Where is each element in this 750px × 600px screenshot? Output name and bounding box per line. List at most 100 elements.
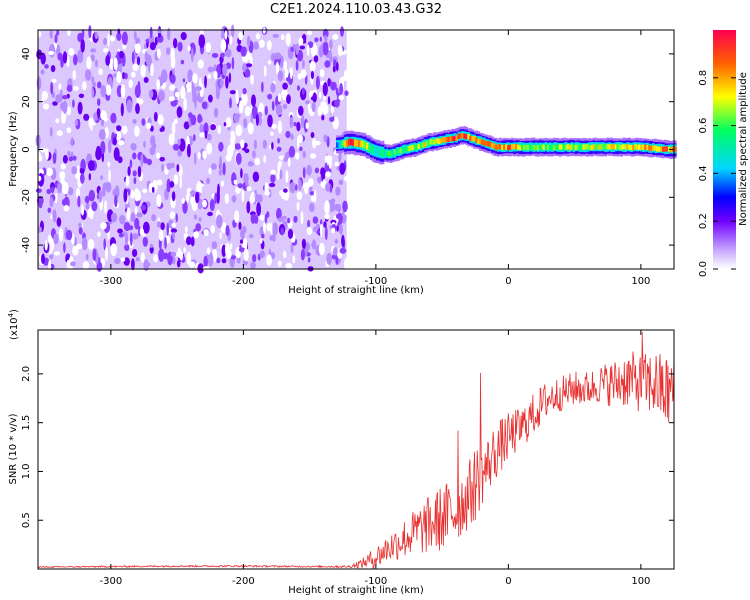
noise-speckle <box>295 43 299 55</box>
noise-speckle <box>51 78 57 84</box>
noise-speckle <box>247 122 254 135</box>
spectrogram-cell <box>634 144 637 150</box>
spectrogram-cell <box>674 146 677 152</box>
noise-speckle <box>72 86 79 91</box>
noise-speckle <box>132 170 137 177</box>
noise-speckle <box>211 241 218 250</box>
noise-speckle <box>140 64 146 78</box>
noise-speckle <box>62 154 68 164</box>
noise-speckle <box>216 257 221 264</box>
noise-speckle <box>322 96 327 101</box>
noise-speckle <box>271 142 274 150</box>
noise-speckle <box>300 248 305 261</box>
spectrogram-cell <box>507 145 510 151</box>
spectrogram-cell <box>604 144 607 150</box>
noise-speckle <box>103 37 108 46</box>
noise-speckle <box>326 252 332 265</box>
noise-speckle <box>169 211 176 219</box>
snr-scale-label: (x10 <box>9 317 20 340</box>
noise-speckle <box>88 189 96 202</box>
noise-speckle <box>102 48 109 53</box>
noise-speckle <box>84 69 92 81</box>
noise-speckle <box>57 182 62 194</box>
noise-speckle <box>66 25 71 37</box>
noise-speckle <box>110 35 115 42</box>
noise-speckle <box>124 243 130 251</box>
noise-speckle <box>332 65 336 73</box>
noise-speckle <box>77 49 84 64</box>
spectrogram-cell <box>598 144 602 150</box>
noise-speckle <box>56 130 64 136</box>
noise-speckle <box>112 137 117 146</box>
x-tick-label: 0 <box>505 576 511 587</box>
spectrogram-cell <box>427 140 431 146</box>
noise-speckle <box>83 113 90 121</box>
noise-speckle <box>46 167 53 177</box>
noise-speckle <box>225 75 229 89</box>
noise-speckle <box>323 221 327 228</box>
noise-speckle <box>298 105 304 116</box>
noise-speckle <box>295 152 300 160</box>
noise-speckle <box>130 143 137 151</box>
y-tick-label: 1.5 <box>21 415 32 431</box>
noise-speckle <box>159 156 165 162</box>
noise-speckle <box>193 214 198 220</box>
noise-speckle <box>324 213 330 220</box>
snr-scale-exponent: 4 <box>7 312 15 317</box>
spectrogram-cell <box>483 140 486 146</box>
noise-speckle <box>190 48 194 63</box>
spectrogram-cell <box>356 140 359 147</box>
spectrogram-cell <box>409 145 413 151</box>
spectrogram-cell <box>491 143 494 149</box>
noise-speckle <box>98 189 103 203</box>
noise-speckle <box>223 122 227 127</box>
x-tick-label: -200 <box>232 276 255 287</box>
spectrogram-cell <box>336 142 339 148</box>
noise-speckle <box>292 255 296 264</box>
noise-speckle <box>231 131 236 143</box>
noise-speckle <box>322 82 328 97</box>
noise-speckle <box>285 130 291 139</box>
noise-speckle <box>297 73 303 80</box>
noise-speckle <box>245 180 249 187</box>
spectrogram-cell <box>407 146 411 152</box>
spectrogram-cell <box>638 144 641 150</box>
spectrogram-cell <box>385 150 389 156</box>
colorbar-tick-label: 0.6 <box>698 118 709 134</box>
spectrogram-cell <box>411 144 415 150</box>
noise-speckle <box>321 114 325 121</box>
noise-speckle <box>330 104 334 116</box>
noise-speckle <box>225 117 232 128</box>
noise-speckle <box>267 60 272 65</box>
noise-speckle <box>70 136 74 147</box>
spectrogram-cell <box>479 138 482 144</box>
noise-speckle <box>310 153 317 159</box>
noise-speckle <box>146 122 152 130</box>
noise-speckle <box>103 238 106 251</box>
noise-speckle <box>177 247 182 259</box>
noise-speckle <box>104 246 109 261</box>
noise-speckle <box>231 57 235 70</box>
noise-speckle <box>47 207 52 213</box>
noise-speckle <box>48 260 52 273</box>
spectrogram-cell <box>367 144 371 152</box>
spectrogram-cell <box>421 142 425 148</box>
colorbar-tick-label: 0.0 <box>698 261 709 277</box>
noise-speckle <box>264 214 268 224</box>
x-tick-label: 100 <box>631 276 650 287</box>
noise-speckle <box>68 48 75 56</box>
noise-speckle <box>231 195 237 203</box>
noise-speckle <box>305 122 309 130</box>
noise-speckle <box>225 242 230 257</box>
noise-speckle <box>173 38 178 49</box>
spectrogram-cell <box>513 144 516 150</box>
noise-speckle <box>58 83 62 91</box>
noise-speckle <box>50 65 56 73</box>
spectrogram-y-ticks: -40 -20 0 20 40 <box>21 48 674 253</box>
noise-speckle <box>218 168 223 176</box>
noise-speckle <box>283 60 287 71</box>
noise-speckle <box>80 173 85 184</box>
noise-speckle <box>210 225 215 234</box>
spectrogram-cell <box>578 145 582 151</box>
noise-speckle <box>208 167 212 175</box>
